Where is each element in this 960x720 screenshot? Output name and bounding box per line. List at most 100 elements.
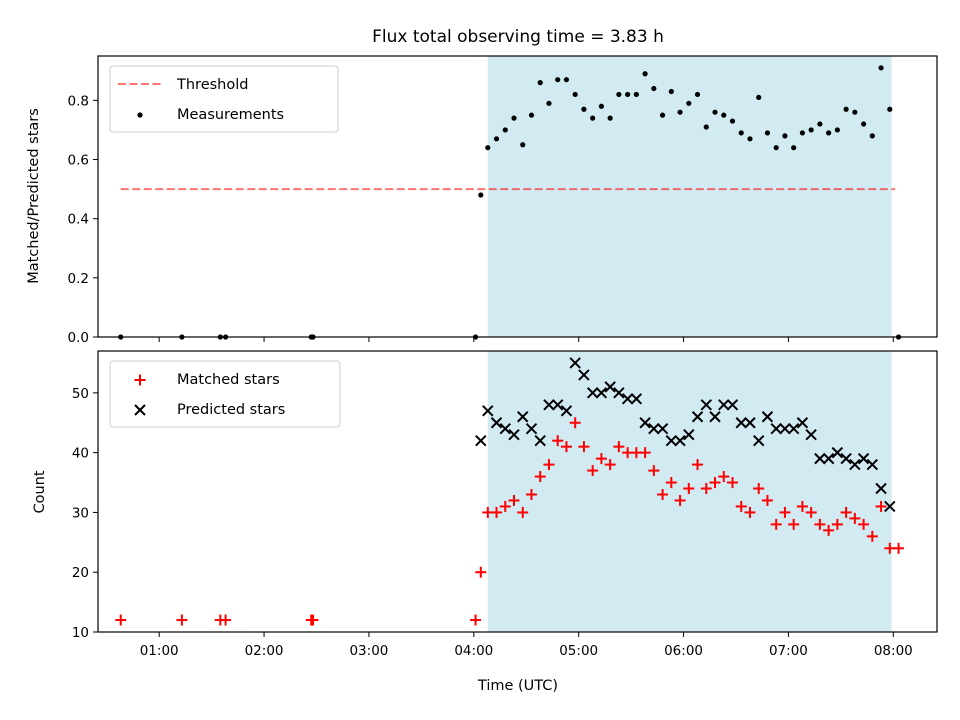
predicted-star-point [621, 393, 634, 405]
predicted-star-point [683, 428, 695, 441]
cross-stroke-b [586, 387, 599, 399]
cross-stroke-b [726, 399, 739, 411]
predicted-star-markers [475, 357, 896, 513]
predicted-star-point [744, 417, 756, 429]
ratio-panel: 0.00.20.40.60.8 Matched/Predicted stars … [26, 55, 938, 346]
cross-stroke-b [761, 411, 774, 423]
predicted-star-point [814, 452, 826, 465]
legend-matched-swatch [134, 374, 146, 386]
matched-star-point [534, 471, 546, 483]
matched-star-point [700, 483, 712, 495]
measurement-point [537, 80, 543, 86]
cross-stroke-b [490, 417, 503, 429]
matched-star-point [858, 518, 870, 530]
matched-star-point [525, 488, 537, 500]
matched-star-point [709, 477, 721, 489]
cross-stroke-b [857, 452, 870, 465]
cross-stroke-b [630, 393, 643, 405]
count-legend-box [109, 360, 341, 428]
measurement-point [563, 77, 570, 83]
cross-stroke-b [578, 369, 590, 381]
predicted-star-point [665, 434, 678, 447]
predicted-star-point [656, 423, 669, 435]
predicted-star-point [586, 387, 599, 399]
predicted-star-point [849, 458, 861, 471]
matched-star-point [543, 459, 555, 471]
measurement-point [668, 88, 674, 95]
count-panel-frame [97, 350, 938, 633]
x-tick-label: 04:00 [454, 643, 493, 659]
matched-star-point [595, 453, 607, 465]
matched-star-point [552, 435, 564, 447]
measurement-point [607, 115, 613, 121]
cross-stroke-b [475, 434, 487, 447]
measurement-point [581, 106, 587, 112]
matched-star-point [578, 441, 590, 453]
cross-stroke-b [499, 423, 511, 435]
predicted-star-point [753, 434, 765, 447]
matched-star-point [831, 518, 843, 530]
cross-stroke-b [648, 423, 660, 435]
matched-star-point [604, 459, 616, 471]
ratio-x-ticks [158, 337, 894, 342]
cross-stroke-b [700, 399, 712, 411]
measurement-point [520, 142, 526, 148]
matched-star-point [683, 483, 695, 495]
cross-stroke-b [551, 399, 564, 411]
matched-star-point [770, 518, 782, 530]
measurement-point [625, 91, 631, 98]
cross-stroke-b [560, 405, 573, 417]
cross-stroke-b [796, 417, 809, 429]
measurement-point [860, 121, 867, 127]
count-panel: 10 20 30 40 50 01:00 02:00 03:00 04:00 05:00 06:0… [32, 350, 938, 694]
measurement-point [826, 130, 832, 136]
measurement-point [659, 112, 666, 118]
predicted-star-point [875, 482, 887, 495]
cross-stroke-b [517, 411, 529, 423]
matched-star-point [508, 494, 520, 506]
cross-stroke-b [831, 446, 844, 459]
predicted-star-point [534, 434, 546, 447]
measurement-point [598, 103, 605, 109]
cross-stroke-b [753, 434, 765, 447]
cross-stroke-b [875, 482, 887, 495]
x-tick-label: 08:00 [874, 643, 913, 659]
matched-star-point [814, 518, 826, 530]
matched-star-point [718, 471, 730, 483]
predicted-star-point [475, 434, 487, 447]
matched-star-point [499, 500, 511, 512]
matched-star-point [657, 488, 669, 500]
measurement-point [633, 91, 639, 98]
measurement-point [729, 118, 736, 124]
cross-stroke-b [744, 417, 756, 429]
legend-cross-marker [134, 404, 146, 416]
y-tick-label: 0.8 [68, 93, 89, 109]
ratio-y-axis-label: Matched/Predicted stars [26, 108, 42, 284]
measurement-point [642, 71, 648, 77]
predicted-star-point [499, 423, 511, 435]
measurement-point [555, 77, 561, 83]
predicted-star-point [700, 399, 712, 411]
legend-predicted-label: Predicted stars [177, 402, 285, 418]
matched-star-point [639, 447, 651, 459]
matched-star-point [866, 530, 878, 542]
measurement-point [677, 109, 683, 115]
cross-stroke-b [735, 417, 747, 429]
cross-stroke-b [543, 399, 555, 411]
measurement-point [686, 100, 692, 106]
predicted-star-point [840, 452, 852, 465]
predicted-star-point [709, 411, 721, 423]
predicted-star-point [866, 458, 879, 471]
cross-stroke-b [613, 387, 625, 399]
y-tick-label: 0.0 [68, 330, 89, 346]
measurement-point [808, 127, 814, 133]
cross-stroke-b [822, 452, 835, 465]
predicted-star-point [639, 417, 651, 429]
matched-star-point [805, 506, 817, 518]
count-y-axis: 10 20 30 40 50 [72, 386, 98, 641]
matched-star-markers [115, 417, 905, 626]
measurement-point [834, 127, 840, 133]
measurement-point [485, 145, 491, 151]
y-tick-label: 10 [72, 625, 89, 641]
cross-stroke-b [508, 428, 520, 441]
